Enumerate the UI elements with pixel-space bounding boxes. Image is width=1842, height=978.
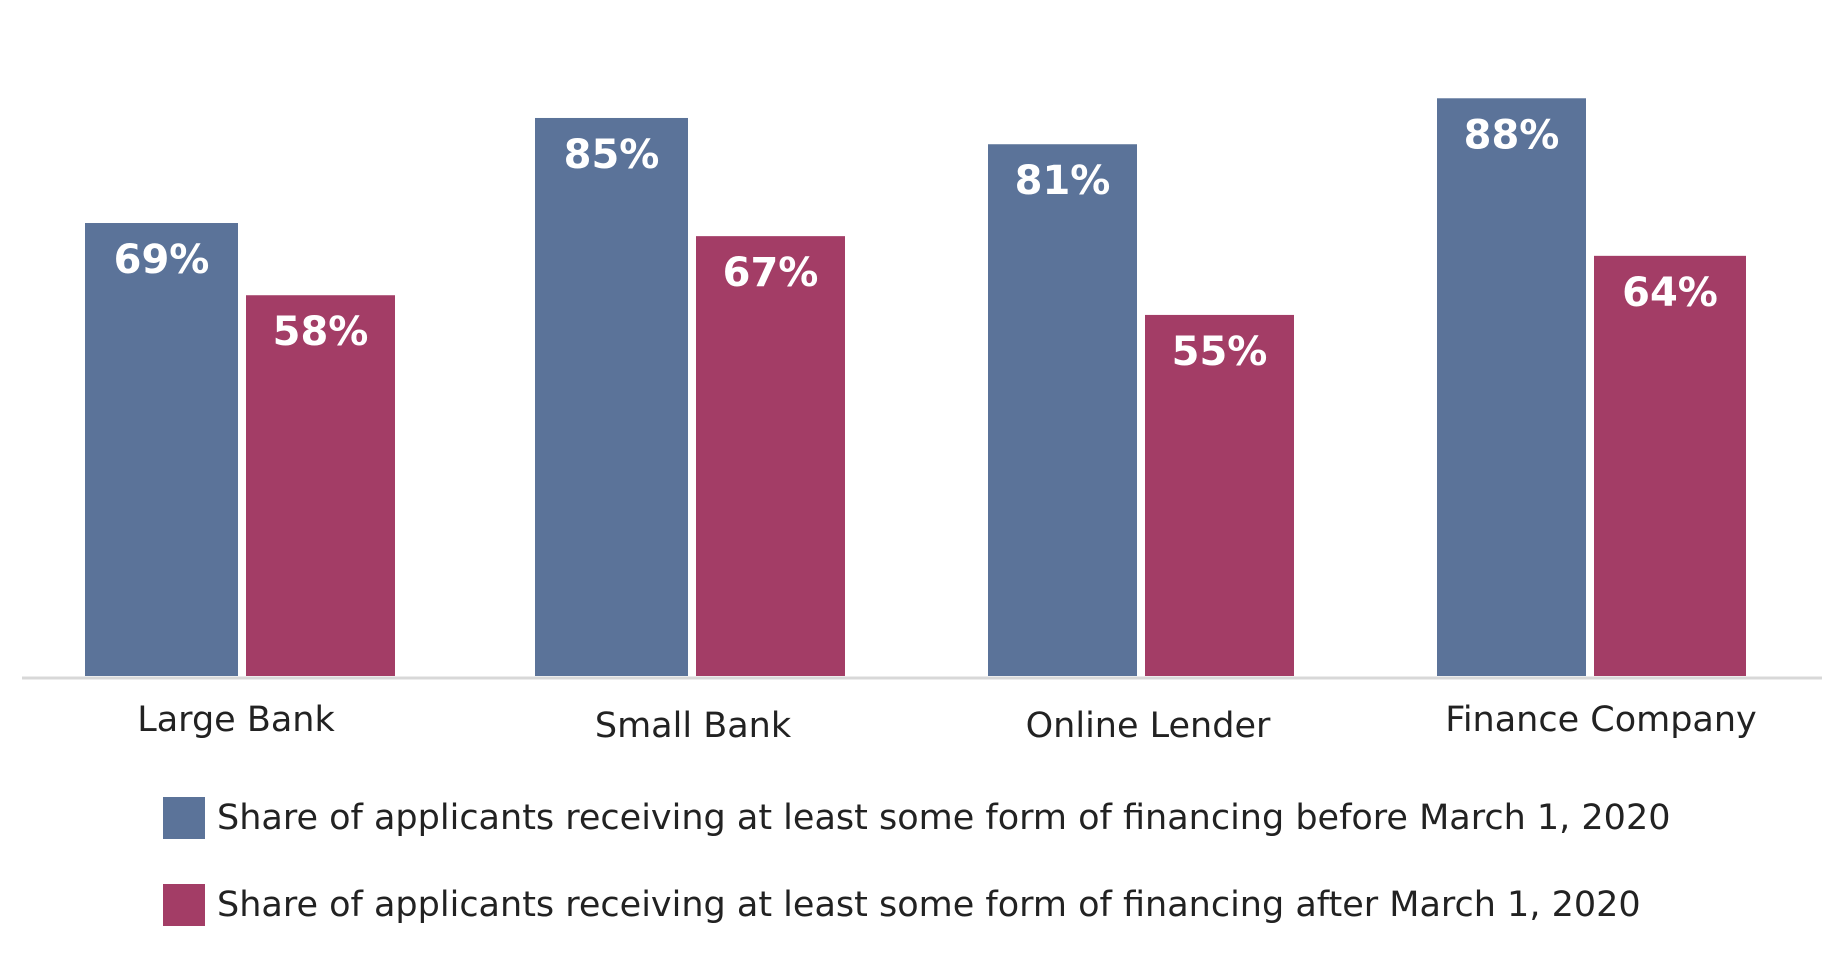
legend-item-before: Share of applicants receiving at least s… — [163, 795, 1671, 840]
legend-item-after: Share of applicants receiving at least s… — [163, 882, 1671, 927]
bar-finance-company-after — [1594, 255, 1746, 676]
data-label-large-bank-after: 58% — [273, 309, 369, 355]
bar-large-bank-after — [246, 295, 395, 676]
data-label-small-bank-before: 85% — [564, 132, 660, 178]
bar-large-bank-before — [85, 223, 238, 676]
legend-label-after: Share of applicants receiving at least s… — [217, 884, 1641, 925]
bars-group — [85, 98, 1746, 677]
data-label-finance-company-after: 64% — [1622, 270, 1718, 316]
bar-labels-group: 69% 58% 85% 67% 81% 55% 88% 64% — [114, 112, 1718, 375]
data-label-online-lender-before: 81% — [1015, 158, 1111, 204]
bar-online-lender-after — [1145, 314, 1294, 676]
data-label-finance-company-before: 88% — [1464, 112, 1560, 158]
data-label-small-bank-after: 67% — [723, 250, 819, 296]
category-labels-group: Large Bank Small Bank Online Lender Finance… — [137, 700, 1757, 746]
legend-swatch-after — [163, 883, 205, 926]
legend-swatch-before — [163, 796, 205, 839]
legend: Share of applicants receiving at least s… — [163, 795, 1671, 969]
bar-finance-company-before — [1437, 98, 1586, 676]
legend-label-before: Share of applicants receiving at least s… — [217, 797, 1671, 838]
bar-small-bank-after — [696, 236, 845, 676]
category-label-large-bank: Large Bank — [137, 700, 335, 740]
data-label-online-lender-after: 55% — [1172, 329, 1268, 375]
category-label-finance-company: Finance Company — [1445, 700, 1757, 740]
bar-chart: 69% 58% 85% 67% 81% 55% 88% 64% Large Bank Small… — [22, 98, 1822, 746]
category-label-small-bank: Small Bank — [595, 706, 792, 746]
bar-small-bank-before — [535, 117, 688, 677]
bar-online-lender-before — [988, 144, 1137, 677]
category-label-online-lender: Online Lender — [1026, 706, 1271, 746]
data-label-large-bank-before: 69% — [114, 237, 210, 283]
